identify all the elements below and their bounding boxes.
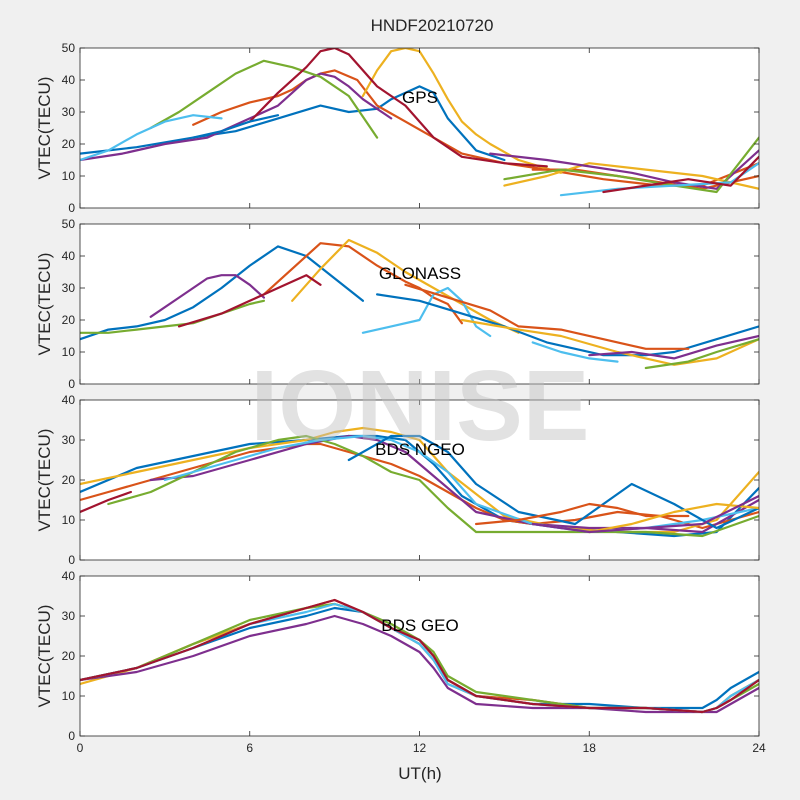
series-line xyxy=(489,149,759,190)
y-tick-label: 20 xyxy=(62,137,76,151)
series-line xyxy=(80,299,265,334)
series-line xyxy=(248,48,548,168)
series-line xyxy=(149,59,379,139)
y-tick-label: 30 xyxy=(62,105,76,119)
panel-gps: 0 10 20 30 40 50 VTEC(TECU) GPS xyxy=(35,41,760,215)
series-group xyxy=(80,426,759,538)
series-line xyxy=(347,434,759,530)
panel-label: GPS xyxy=(402,88,438,107)
series-line xyxy=(588,502,759,534)
x-tick-label: 6 xyxy=(246,741,253,755)
y-tick-label: 10 xyxy=(62,345,76,359)
series-line xyxy=(149,274,265,318)
series-group xyxy=(80,48,759,197)
panel-bds-geo: 0 6 12 18 24 0 10 20 30 40 VTEC(TECU) BDS GEO xyxy=(35,569,766,755)
y-tick-label: 20 xyxy=(62,473,76,487)
y-tick-label: 40 xyxy=(62,393,76,407)
panel-glonass: 0 10 20 30 40 50 VTEC(TECU) GLONASS xyxy=(35,217,760,391)
panel-label: BDS GEO xyxy=(381,616,458,635)
y-tick-label: 30 xyxy=(62,281,76,295)
y-tick-label: 30 xyxy=(62,609,76,623)
panels: 0 10 20 30 40 50 VTEC(TECU) GPS 0 10 20 30 40 50 VTEC(… xyxy=(35,41,766,755)
y-tick-label: 40 xyxy=(62,569,76,583)
y-tick-label: 10 xyxy=(62,169,76,183)
series-line xyxy=(192,114,280,139)
panel-bds-ngeo: 0 10 20 30 40 VTEC(TECU) BDS NGEO xyxy=(35,393,760,567)
x-axis-label: UT(h) xyxy=(398,764,441,783)
series-group xyxy=(80,598,759,714)
series-line xyxy=(531,341,619,363)
y-tick-label: 40 xyxy=(62,73,76,87)
series-line xyxy=(503,162,759,190)
panel-label: BDS NGEO xyxy=(375,440,465,459)
y-tick-label: 10 xyxy=(62,513,76,527)
y-tick-label: 0 xyxy=(68,729,75,743)
series-line xyxy=(177,274,322,328)
series-line xyxy=(291,238,520,334)
y-tick-label: 0 xyxy=(68,201,75,215)
series-line xyxy=(531,494,759,534)
series-line xyxy=(475,502,690,526)
y-axis-label: VTEC(TECU) xyxy=(35,605,54,708)
series-line xyxy=(262,242,463,325)
series-line xyxy=(80,598,759,714)
series-line xyxy=(404,283,690,350)
series-line xyxy=(192,69,759,187)
panel-label: GLONASS xyxy=(379,264,461,283)
y-tick-label: 10 xyxy=(62,689,76,703)
y-tick-label: 30 xyxy=(62,433,76,447)
y-axis-label: VTEC(TECU) xyxy=(35,77,54,180)
series-line xyxy=(80,245,364,341)
series-line xyxy=(588,334,759,360)
y-tick-label: 0 xyxy=(68,377,75,391)
series-line xyxy=(80,72,393,162)
series-group xyxy=(80,238,759,370)
y-tick-label: 0 xyxy=(68,553,75,567)
figure-title: HNDF20210720 xyxy=(371,16,494,35)
y-tick-label: 50 xyxy=(62,217,76,231)
x-tick-label: 18 xyxy=(583,741,597,755)
series-line xyxy=(376,293,759,357)
series-line xyxy=(361,48,563,174)
y-tick-label: 40 xyxy=(62,249,76,263)
x-tick-label: 24 xyxy=(752,741,766,755)
y-tick-label: 20 xyxy=(62,313,76,327)
y-axis-label: VTEC(TECU) xyxy=(35,429,54,532)
watermark: IONISE xyxy=(251,350,590,462)
series-line xyxy=(602,155,759,194)
y-tick-label: 20 xyxy=(62,649,76,663)
series-line xyxy=(644,338,759,370)
y-tick-label: 50 xyxy=(62,41,76,55)
x-tick-label: 12 xyxy=(413,741,427,755)
x-tick-label: 0 xyxy=(77,741,84,755)
series-line xyxy=(80,114,223,162)
series-line xyxy=(80,490,132,514)
y-axis-label: VTEC(TECU) xyxy=(35,253,54,356)
